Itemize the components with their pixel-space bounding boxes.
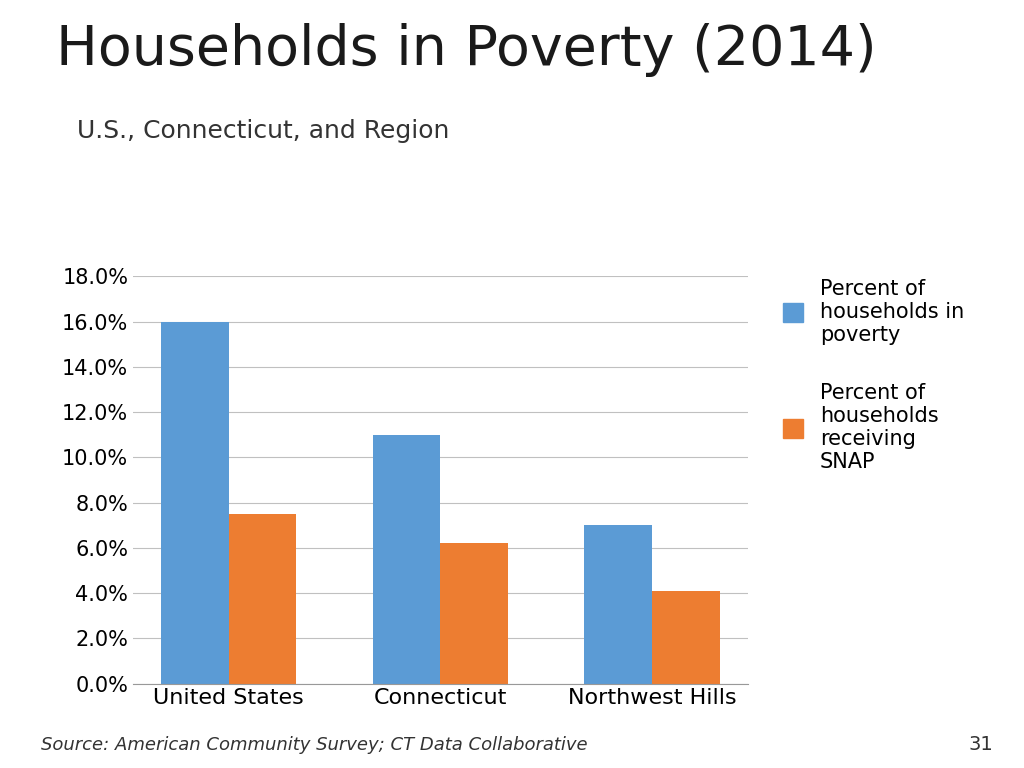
- Text: Households in Poverty (2014): Households in Poverty (2014): [56, 23, 877, 77]
- Bar: [652, 591, 720, 684]
- Bar: [440, 543, 508, 684]
- Bar: [228, 514, 297, 684]
- Legend: Percent of
households in
poverty, Percent of
households
receiving
SNAP: Percent of households in poverty, Percen…: [782, 279, 965, 472]
- Text: 31: 31: [969, 735, 993, 754]
- Text: Source: American Community Survey; CT Data Collaborative: Source: American Community Survey; CT Da…: [41, 737, 588, 754]
- Text: U.S., Connecticut, and Region: U.S., Connecticut, and Region: [77, 119, 450, 143]
- Bar: [584, 525, 652, 684]
- Bar: [161, 322, 228, 684]
- Bar: [373, 435, 440, 684]
